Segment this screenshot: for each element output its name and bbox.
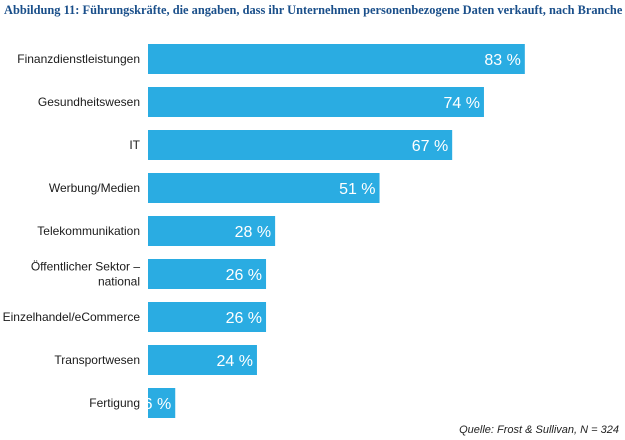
- category-label-8: Fertigung: [89, 396, 140, 410]
- value-label-2: 67 %: [412, 138, 448, 155]
- category-label-2: IT: [129, 138, 140, 152]
- bar-1: [148, 87, 484, 117]
- value-label-4: 28 %: [235, 224, 271, 241]
- category-label-3: Werbung/Medien: [49, 181, 140, 195]
- bar-7: [148, 345, 257, 375]
- value-label-0: 83 %: [484, 52, 520, 69]
- chart-title: Abbildung 11: Führungskräfte, die angabe…: [4, 3, 623, 17]
- category-label-5-line-1: national: [98, 275, 140, 289]
- value-label-8: 6 %: [144, 396, 172, 413]
- bar-6: [148, 302, 267, 332]
- bar-8: [148, 388, 176, 418]
- category-label-0: Finanzdienstleistungen: [17, 52, 140, 66]
- bar-3: [148, 173, 380, 203]
- value-label-3: 51 %: [339, 181, 375, 198]
- bar-4: [148, 216, 276, 246]
- category-label-4: Telekommunikation: [37, 224, 140, 238]
- bar-5: [148, 259, 267, 289]
- category-label-1: Gesundheitswesen: [38, 95, 140, 109]
- bar-2: [148, 130, 453, 160]
- category-label-7: Transportwesen: [54, 353, 140, 367]
- category-label-5-line-0: Öffentlicher Sektor –: [31, 260, 140, 274]
- value-label-7: 24 %: [216, 353, 252, 370]
- bar-0: [148, 44, 525, 74]
- value-label-5: 26 %: [226, 267, 262, 284]
- value-label-6: 26 %: [226, 310, 262, 327]
- source-note: Quelle: Frost & Sullivan, N = 324: [459, 424, 619, 436]
- value-label-1: 74 %: [443, 95, 479, 112]
- category-label-6: Einzelhandel/eCommerce: [3, 310, 141, 324]
